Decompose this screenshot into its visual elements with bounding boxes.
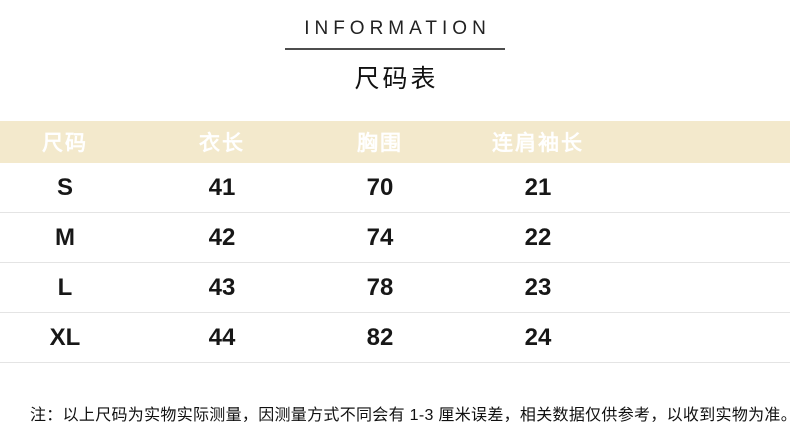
cell-bust: 82: [366, 323, 394, 351]
table-row: M 42 74 22: [0, 213, 790, 263]
cell-sleeve: 23: [524, 273, 552, 301]
cell-size: XL: [49, 323, 81, 351]
cell-size: M: [55, 223, 75, 251]
cell-size: L: [57, 273, 73, 301]
table-row: S 41 70 21: [0, 163, 790, 213]
title-divider-line: [285, 48, 505, 50]
cell-length: 42: [208, 223, 236, 251]
table-header-row: 尺码 衣长 胸围 连肩袖长: [0, 121, 790, 163]
page-title: 尺码表: [354, 65, 439, 93]
column-header-length: 衣长: [199, 132, 245, 155]
cell-bust: 74: [366, 223, 394, 251]
size-table: 尺码 衣长 胸围 连肩袖长 S 41 70 21 M 42 74 22 L 43…: [0, 121, 790, 363]
cell-bust: 70: [366, 173, 394, 201]
column-header-bust: 胸围: [357, 132, 403, 155]
cell-sleeve: 24: [524, 323, 552, 351]
cell-length: 43: [208, 273, 236, 301]
cell-bust: 78: [366, 273, 394, 301]
measurement-disclaimer-note: 注：以上尺码为实物实际测量，因测量方式不同会有 1-3 厘米误差，相关数据仅供参…: [30, 407, 790, 424]
column-header-sleeve: 连肩袖长: [492, 132, 584, 155]
table-row: XL 44 82 24: [0, 313, 790, 363]
eyebrow-title: INFORMATION: [304, 18, 491, 39]
column-header-size: 尺码: [42, 132, 88, 155]
cell-size: S: [56, 173, 73, 201]
cell-sleeve: 22: [524, 223, 552, 251]
cell-length: 41: [208, 173, 236, 201]
cell-length: 44: [208, 323, 236, 351]
cell-sleeve: 21: [524, 173, 552, 201]
table-row: L 43 78 23: [0, 263, 790, 313]
